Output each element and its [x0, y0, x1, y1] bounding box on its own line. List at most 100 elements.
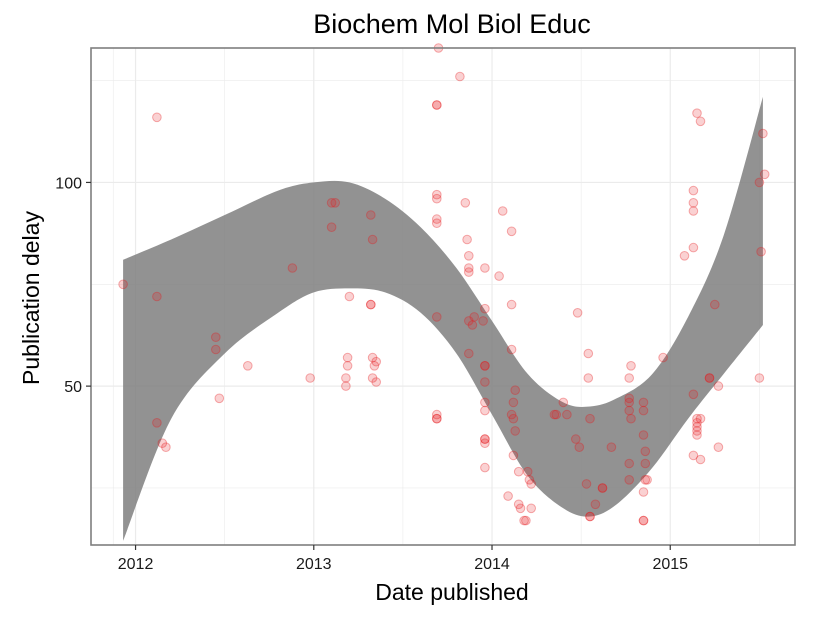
data-point — [506, 409, 517, 420]
data-point — [152, 112, 162, 123]
data-point — [624, 475, 635, 485]
data-point — [508, 397, 519, 408]
data-point — [510, 385, 521, 396]
data-point — [688, 389, 699, 400]
data-point — [326, 222, 337, 232]
data-point — [152, 291, 162, 302]
x-tick-label: 2013 — [296, 556, 332, 573]
data-point — [330, 198, 341, 208]
data-point — [366, 299, 376, 310]
data-point — [513, 466, 524, 477]
data-point — [522, 466, 533, 477]
data-point — [695, 413, 706, 424]
data-point — [585, 511, 595, 522]
data-point — [326, 198, 337, 208]
data-point — [692, 418, 702, 428]
data-point — [583, 348, 594, 359]
data-point — [432, 189, 442, 200]
data-point — [758, 128, 768, 139]
x-tick-label: 2015 — [652, 556, 688, 573]
data-point — [519, 515, 529, 526]
data-point — [640, 475, 651, 485]
data-point — [638, 405, 649, 416]
data-points — [118, 43, 770, 526]
data-point — [638, 515, 649, 526]
data-point — [480, 434, 490, 444]
data-point — [506, 226, 517, 237]
data-point — [510, 426, 521, 436]
data-point — [692, 430, 702, 440]
data-point — [585, 511, 595, 522]
data-point — [287, 263, 298, 273]
data-point — [369, 361, 380, 371]
data-point — [688, 242, 699, 253]
data-point — [464, 348, 474, 359]
data-point — [759, 169, 770, 180]
data-point — [464, 267, 474, 277]
data-point — [118, 279, 128, 290]
data-point — [526, 479, 537, 489]
data-point — [464, 316, 474, 326]
data-point — [367, 352, 378, 363]
data-point — [704, 373, 715, 383]
data-point — [558, 397, 569, 408]
data-point — [341, 381, 351, 391]
data-point — [624, 458, 635, 469]
y-axis-title: Publication delay — [18, 211, 44, 385]
data-point — [713, 442, 724, 453]
y-tick-label: 100 — [55, 175, 82, 192]
data-point — [506, 299, 517, 310]
data-point — [305, 373, 316, 383]
data-point — [549, 409, 560, 420]
chart-title: Biochem Mol Biol Educ — [313, 9, 591, 39]
data-point — [695, 116, 706, 127]
data-point — [497, 206, 508, 216]
data-point — [597, 483, 608, 493]
confidence-band — [123, 96, 763, 541]
data-point — [344, 291, 355, 302]
data-point — [590, 499, 601, 510]
data-point — [692, 413, 702, 424]
data-point — [157, 438, 168, 449]
data-point — [581, 479, 592, 489]
data-point — [756, 246, 766, 257]
data-point — [642, 475, 652, 485]
data-point — [624, 405, 635, 416]
data-point — [626, 413, 636, 424]
data-point — [524, 475, 535, 485]
data-point — [508, 413, 519, 424]
data-point — [480, 462, 490, 473]
data-point — [480, 405, 490, 416]
data-point — [367, 234, 378, 245]
data-point — [624, 397, 635, 408]
data-point — [513, 499, 524, 510]
data-point — [606, 442, 617, 453]
data-point — [640, 458, 651, 469]
data-point — [371, 377, 382, 387]
data-point — [508, 450, 519, 461]
data-point — [480, 303, 490, 314]
data-point — [574, 442, 585, 453]
data-point — [506, 344, 517, 355]
data-point — [754, 177, 765, 188]
data-point — [432, 409, 442, 420]
data-point — [341, 373, 351, 383]
x-tick-label: 2014 — [474, 556, 510, 573]
data-point — [688, 206, 699, 216]
data-point — [432, 312, 442, 322]
x-axis-ticks: 2012 2013 2014 2015 — [118, 545, 688, 573]
data-point — [464, 263, 474, 273]
x-axis-title: Date published — [375, 579, 528, 605]
data-point — [464, 251, 474, 261]
data-point — [366, 210, 376, 220]
data-point — [480, 361, 490, 371]
data-point — [480, 263, 490, 273]
data-point — [692, 422, 702, 432]
data-point — [572, 308, 583, 318]
data-point — [754, 373, 765, 383]
data-point — [469, 312, 480, 322]
data-point — [688, 185, 699, 196]
data-point — [342, 361, 353, 371]
data-point — [211, 344, 221, 355]
